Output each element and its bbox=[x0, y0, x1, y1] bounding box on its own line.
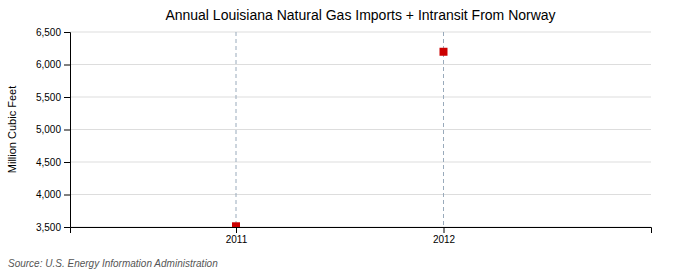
tick: 4,500 bbox=[36, 157, 70, 168]
grid-line bbox=[70, 162, 651, 163]
tick-label: 5,500 bbox=[36, 92, 61, 103]
tick: 3,500 bbox=[36, 222, 70, 233]
point bbox=[232, 222, 240, 227]
y-axis-line bbox=[64, 33, 71, 228]
plot: 2011 2012 3,500 4,000 4,500 5,000 5,500 6,000 6,… bbox=[36, 27, 652, 245]
tick-label: 6,000 bbox=[36, 59, 61, 70]
tick-mark bbox=[64, 32, 70, 33]
tick-mark bbox=[236, 227, 237, 233]
y-axis-title: Million Cubic Feet bbox=[6, 86, 18, 173]
tick-mark bbox=[64, 195, 70, 196]
tick-mark bbox=[64, 97, 70, 98]
grid-line bbox=[70, 64, 651, 65]
grid-line bbox=[70, 32, 651, 33]
grid-line bbox=[70, 129, 651, 130]
tick-label: 4,500 bbox=[36, 157, 61, 168]
tick-label: 3,500 bbox=[36, 222, 61, 233]
tick: 5,500 bbox=[36, 92, 70, 103]
tick-label: 2011 bbox=[226, 234, 248, 245]
point bbox=[440, 48, 448, 56]
drop-line bbox=[443, 32, 444, 227]
data bbox=[232, 32, 448, 227]
tick-mark bbox=[64, 162, 70, 163]
grid-line bbox=[70, 194, 651, 195]
tick-label: 5,000 bbox=[36, 124, 61, 135]
x-axis: 2011 2012 bbox=[71, 227, 652, 245]
tick-label: 2012 bbox=[433, 234, 456, 245]
tick: 2012 bbox=[433, 227, 456, 245]
annotation: Source: U.S. Energy Information Administ… bbox=[8, 258, 218, 269]
drop-line bbox=[236, 32, 237, 227]
tick: 6,000 bbox=[36, 59, 70, 70]
chart: 2011 2012 3,500 4,000 4,500 5,000 5,500 6,000 6,… bbox=[0, 0, 675, 275]
y-axis: 3,500 4,000 4,500 5,000 5,500 6,000 6,500 bbox=[36, 27, 71, 233]
tick-label: 6,500 bbox=[36, 27, 61, 38]
tick: 2011 bbox=[226, 227, 248, 245]
grid-line bbox=[70, 97, 651, 98]
grid bbox=[70, 32, 651, 227]
tick-mark bbox=[64, 130, 70, 131]
tick-mark bbox=[444, 227, 445, 233]
tick: 5,000 bbox=[36, 124, 70, 135]
tick: 4,000 bbox=[36, 189, 70, 200]
tick-mark bbox=[64, 227, 70, 228]
x-axis-line bbox=[71, 228, 652, 234]
title: Annual Louisiana Natural Gas Imports + I… bbox=[165, 7, 555, 23]
tick: 6,500 bbox=[36, 27, 70, 38]
tick-mark bbox=[64, 65, 70, 66]
tick-label: 4,000 bbox=[36, 189, 61, 200]
